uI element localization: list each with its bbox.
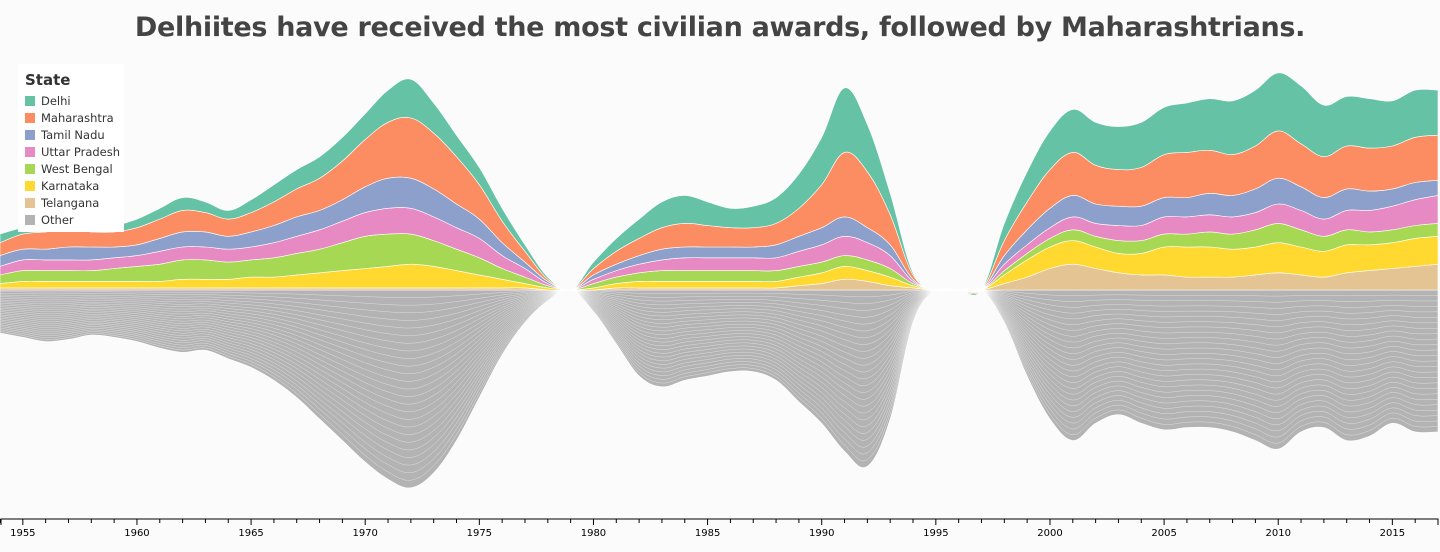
x-axis-line bbox=[0, 518, 1439, 525]
x-tick-label: 1990 bbox=[809, 528, 834, 539]
x-tick-label: 1975 bbox=[467, 528, 492, 539]
legend-item-maharashtra: Maharashtra bbox=[25, 111, 114, 125]
other-striation bbox=[0, 288, 1439, 420]
legend-item-other: Other bbox=[25, 213, 74, 227]
other-striation bbox=[0, 289, 1439, 314]
other-striation bbox=[0, 288, 1439, 405]
other-striation bbox=[0, 287, 1439, 451]
x-tick-label: 2000 bbox=[1037, 528, 1062, 539]
legend-label: Delhi bbox=[41, 94, 71, 108]
other-striation bbox=[0, 289, 1439, 336]
stream-layer-other bbox=[0, 287, 1439, 489]
other-striation bbox=[0, 287, 1439, 435]
x-tick-label: 1995 bbox=[923, 528, 948, 539]
legend-label: Maharashtra bbox=[41, 111, 114, 125]
x-tick-label: 1980 bbox=[581, 528, 606, 539]
legend-label: Telangana bbox=[41, 196, 100, 210]
other-striation bbox=[0, 288, 1439, 359]
other-striation bbox=[0, 287, 1439, 458]
other-striation bbox=[0, 289, 1439, 306]
legend-swatch bbox=[25, 96, 35, 106]
legend-item-delhi: Delhi bbox=[25, 94, 71, 108]
x-tick-label: 1955 bbox=[10, 528, 35, 539]
x-tick-label: 2005 bbox=[1151, 528, 1176, 539]
legend-swatch bbox=[25, 198, 35, 208]
other-striation bbox=[0, 288, 1439, 382]
x-tick-label: 2010 bbox=[1265, 528, 1290, 539]
legend-item-west-bengal: West Bengal bbox=[25, 162, 113, 176]
legend-label: West Bengal bbox=[41, 162, 113, 176]
chart-title: Delhiites have received the most civilia… bbox=[134, 12, 1306, 43]
legend-swatch bbox=[25, 130, 35, 140]
legend-item-uttar-pradesh: Uttar Pradesh bbox=[25, 145, 120, 159]
legend-swatch bbox=[25, 215, 35, 225]
other-striation bbox=[0, 288, 1439, 367]
legend-item-telangana: Telangana bbox=[25, 196, 99, 210]
other-striation bbox=[0, 289, 1439, 329]
legend: State Delhi Maharashtra Tamil Nadu Uttar Pr… bbox=[18, 64, 124, 232]
x-tick-label: 1985 bbox=[695, 528, 720, 539]
other-striation bbox=[0, 288, 1439, 397]
legend-swatch bbox=[25, 164, 35, 174]
legend-label: Karnataka bbox=[41, 179, 100, 193]
stream-layers bbox=[0, 72, 1439, 489]
other-striation bbox=[0, 287, 1439, 428]
legend-swatch bbox=[25, 113, 35, 123]
legend-item-tamil-nadu: Tamil Nadu bbox=[25, 128, 105, 142]
x-tick-label: 2015 bbox=[1380, 528, 1405, 539]
other-striation bbox=[0, 287, 1439, 443]
legend-label: Other bbox=[41, 213, 74, 227]
x-axis: 1955 1960 1965 1970 1975 1980 1985 1990 1995 2000… bbox=[0, 518, 1439, 539]
legend-label: Uttar Pradesh bbox=[41, 145, 121, 159]
x-tick-label: 1960 bbox=[124, 528, 149, 539]
other-striation bbox=[0, 289, 1438, 298]
other-striation bbox=[0, 288, 1439, 413]
other-striation bbox=[0, 287, 1439, 481]
other-striation bbox=[0, 287, 1439, 466]
x-tick-label: 1965 bbox=[238, 528, 263, 539]
stream-layer-delhi bbox=[0, 72, 1439, 296]
legend-swatch bbox=[25, 181, 35, 191]
other-striation bbox=[0, 288, 1439, 352]
x-tick-label: 1970 bbox=[352, 528, 377, 539]
legend-title: State bbox=[25, 71, 71, 89]
other-striation bbox=[0, 289, 1439, 321]
legend-item-karnataka: Karnataka bbox=[25, 179, 99, 193]
other-striation bbox=[0, 288, 1439, 375]
other-striation bbox=[0, 287, 1439, 473]
legend-label: Tamil Nadu bbox=[41, 128, 105, 142]
other-striation bbox=[0, 288, 1439, 390]
other-striation bbox=[0, 289, 1439, 344]
legend-swatch bbox=[25, 147, 35, 157]
